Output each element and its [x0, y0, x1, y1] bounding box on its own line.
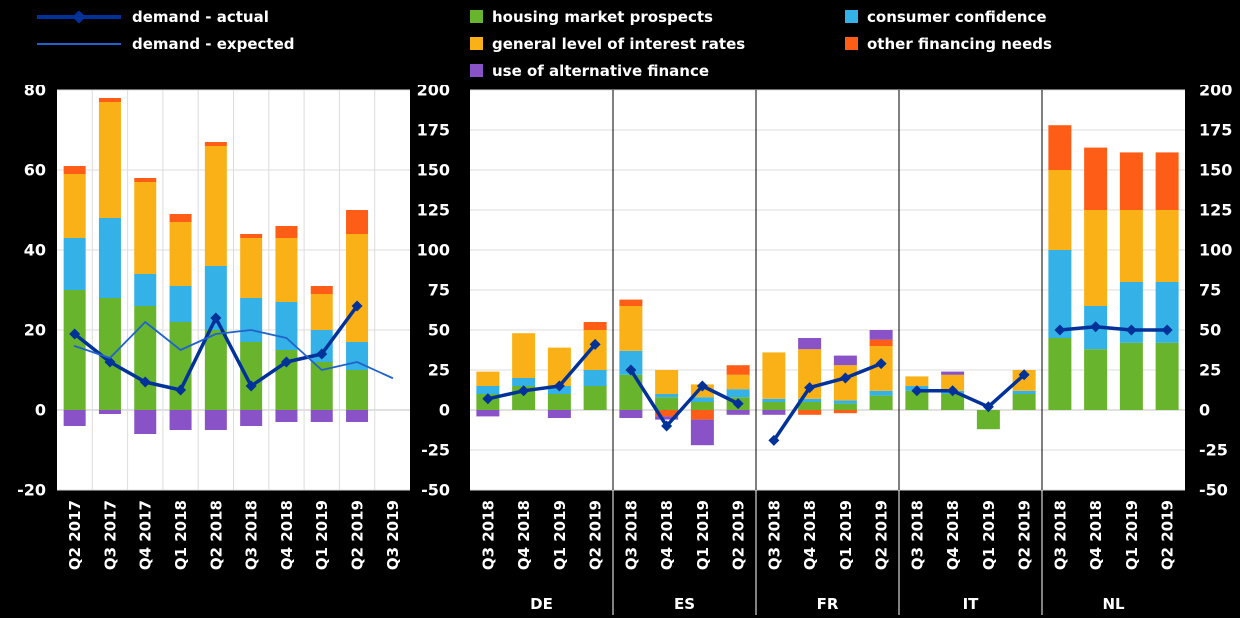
- countries-demand-chart: 200 200 175 175 150 150 125 125 100 100 75 75 50 50 25…: [417, 85, 1233, 615]
- legend-bars-column-1: housing market prospects general level o…: [470, 3, 745, 84]
- use-of-alternative-finance-swatch-icon: [470, 64, 483, 77]
- svg-text:125: 125: [1199, 201, 1232, 220]
- svg-text:FR: FR: [817, 595, 839, 613]
- legend-label-demand-expected: demand - expected: [132, 34, 295, 53]
- svg-text:Q1 2018: Q1 2018: [172, 500, 190, 570]
- svg-text:Q3 2019: Q3 2019: [384, 500, 402, 570]
- svg-text:20: 20: [24, 321, 46, 340]
- svg-text:-20: -20: [17, 481, 46, 500]
- svg-text:200: 200: [417, 85, 450, 100]
- legend-use-of-alternative-finance: use of alternative finance: [470, 57, 745, 84]
- svg-text:IT: IT: [963, 595, 980, 613]
- general-level-of-interest-rates-swatch-icon: [470, 37, 483, 50]
- other-financing-needs-swatch-icon: [845, 37, 858, 50]
- svg-text:100: 100: [417, 241, 450, 260]
- svg-text:Q2 2017: Q2 2017: [66, 500, 84, 570]
- svg-text:Q3 2018: Q3 2018: [765, 500, 783, 570]
- svg-text:Q4 2018: Q4 2018: [1087, 500, 1105, 570]
- legend-label-general-level-of-interest-rates: general level of interest rates: [492, 34, 746, 53]
- svg-text:25: 25: [1199, 361, 1221, 380]
- x-axis-labels: Q2 2017 Q3 2017 Q4 2017 Q1 2018 Q2 2018 Q3 20…: [66, 500, 402, 570]
- svg-text:0: 0: [35, 401, 46, 420]
- legend-housing-market-prospects: housing market prospects: [470, 3, 745, 30]
- svg-text:75: 75: [428, 281, 450, 300]
- svg-text:-25: -25: [1199, 441, 1228, 460]
- svg-text:Q2 2018: Q2 2018: [207, 500, 225, 570]
- y-axis-labels: 200 200 175 175 150 150 125 125 100 100 75 75 50 50 25…: [417, 85, 1233, 500]
- svg-text:DE: DE: [530, 595, 553, 613]
- group-separators: [612, 90, 1043, 615]
- svg-text:Q2 2019: Q2 2019: [1016, 500, 1034, 570]
- svg-text:Q3 2018: Q3 2018: [908, 500, 926, 570]
- svg-text:Q2 2019: Q2 2019: [1159, 500, 1177, 570]
- svg-text:175: 175: [1199, 121, 1232, 140]
- svg-text:Q4 2018: Q4 2018: [801, 500, 819, 570]
- housing-market-prospects-swatch-icon: [470, 10, 483, 23]
- legend-consumer-confidence: consumer confidence: [845, 3, 1052, 30]
- legend-label-housing-market-prospects: housing market prospects: [492, 7, 713, 26]
- svg-text:200: 200: [1199, 85, 1232, 100]
- y-axis-labels: 80 60 40 20 0 -20: [17, 85, 46, 500]
- line-series: [69, 300, 394, 396]
- svg-text:Q2 2019: Q2 2019: [348, 500, 366, 570]
- svg-text:Q3 2018: Q3 2018: [243, 500, 261, 570]
- legend-label-consumer-confidence: consumer confidence: [867, 7, 1047, 26]
- svg-text:Q4 2018: Q4 2018: [278, 500, 296, 570]
- legend-lines: demand - actual demand - expected: [35, 3, 294, 57]
- svg-text:Q1 2019: Q1 2019: [980, 500, 998, 570]
- svg-text:125: 125: [417, 201, 450, 220]
- svg-text:NL: NL: [1102, 595, 1125, 613]
- svg-text:Q3 2017: Q3 2017: [101, 500, 119, 570]
- euro-area-demand-chart: 80 60 40 20 0 -20 Q2 2017 Q3 2017 Q4 2017 Q1 2018…: [17, 85, 410, 570]
- legend-general-level-of-interest-rates: general level of interest rates: [470, 30, 745, 57]
- svg-text:80: 80: [24, 85, 46, 100]
- svg-text:175: 175: [417, 121, 450, 140]
- demand-actual-line-swatch-icon: [37, 10, 121, 23]
- svg-text:Q1 2019: Q1 2019: [837, 500, 855, 570]
- legend-label-other-financing-needs: other financing needs: [867, 34, 1052, 53]
- svg-text:-50: -50: [421, 481, 450, 500]
- svg-text:0: 0: [1199, 401, 1210, 420]
- svg-text:40: 40: [24, 241, 46, 260]
- svg-text:50: 50: [1199, 321, 1221, 340]
- svg-text:100: 100: [1199, 241, 1232, 260]
- svg-text:Q4 2018: Q4 2018: [658, 500, 676, 570]
- legend-other-financing-needs: other financing needs: [845, 30, 1052, 57]
- svg-text:Q3 2018: Q3 2018: [622, 500, 640, 570]
- line-series: [482, 321, 1173, 446]
- demand-expected-line-swatch-icon: [37, 42, 121, 45]
- svg-text:Q1 2019: Q1 2019: [313, 500, 331, 570]
- svg-text:Q2 2019: Q2 2019: [873, 500, 891, 570]
- legend-bars-column-2: consumer confidence other financing need…: [845, 3, 1052, 57]
- svg-text:Q3 2018: Q3 2018: [1051, 500, 1069, 570]
- svg-text:50: 50: [428, 321, 450, 340]
- svg-text:Q4 2018: Q4 2018: [515, 500, 533, 570]
- legend-label-demand-actual: demand - actual: [132, 7, 269, 26]
- svg-text:75: 75: [1199, 281, 1221, 300]
- svg-text:-25: -25: [421, 441, 450, 460]
- svg-text:ES: ES: [674, 595, 695, 613]
- consumer-confidence-swatch-icon: [845, 10, 858, 23]
- svg-text:Q1 2019: Q1 2019: [694, 500, 712, 570]
- svg-text:Q1 2019: Q1 2019: [1123, 500, 1141, 570]
- bar-series: [63, 98, 369, 434]
- svg-text:-50: -50: [1199, 481, 1228, 500]
- svg-text:Q3 2018: Q3 2018: [479, 500, 497, 570]
- svg-text:25: 25: [428, 361, 450, 380]
- svg-text:Q2 2019: Q2 2019: [730, 500, 748, 570]
- svg-text:Q1 2019: Q1 2019: [551, 500, 569, 570]
- svg-text:Q4 2017: Q4 2017: [137, 500, 155, 570]
- legend-label-use-of-alternative-finance: use of alternative finance: [492, 61, 710, 80]
- svg-text:0: 0: [439, 401, 450, 420]
- legend-demand-expected: demand - expected: [35, 30, 294, 57]
- svg-text:150: 150: [1199, 161, 1232, 180]
- group-labels: DE ES FR IT NL: [530, 595, 1125, 613]
- x-axis-labels: Q3 2018 Q4 2018 Q1 2019 Q2 2019 Q3 2018 Q4 20…: [479, 500, 1176, 570]
- svg-text:Q2 2019: Q2 2019: [587, 500, 605, 570]
- svg-text:60: 60: [24, 161, 46, 180]
- svg-text:Q4 2018: Q4 2018: [944, 500, 962, 570]
- legend-demand-actual: demand - actual: [35, 3, 294, 30]
- svg-text:150: 150: [417, 161, 450, 180]
